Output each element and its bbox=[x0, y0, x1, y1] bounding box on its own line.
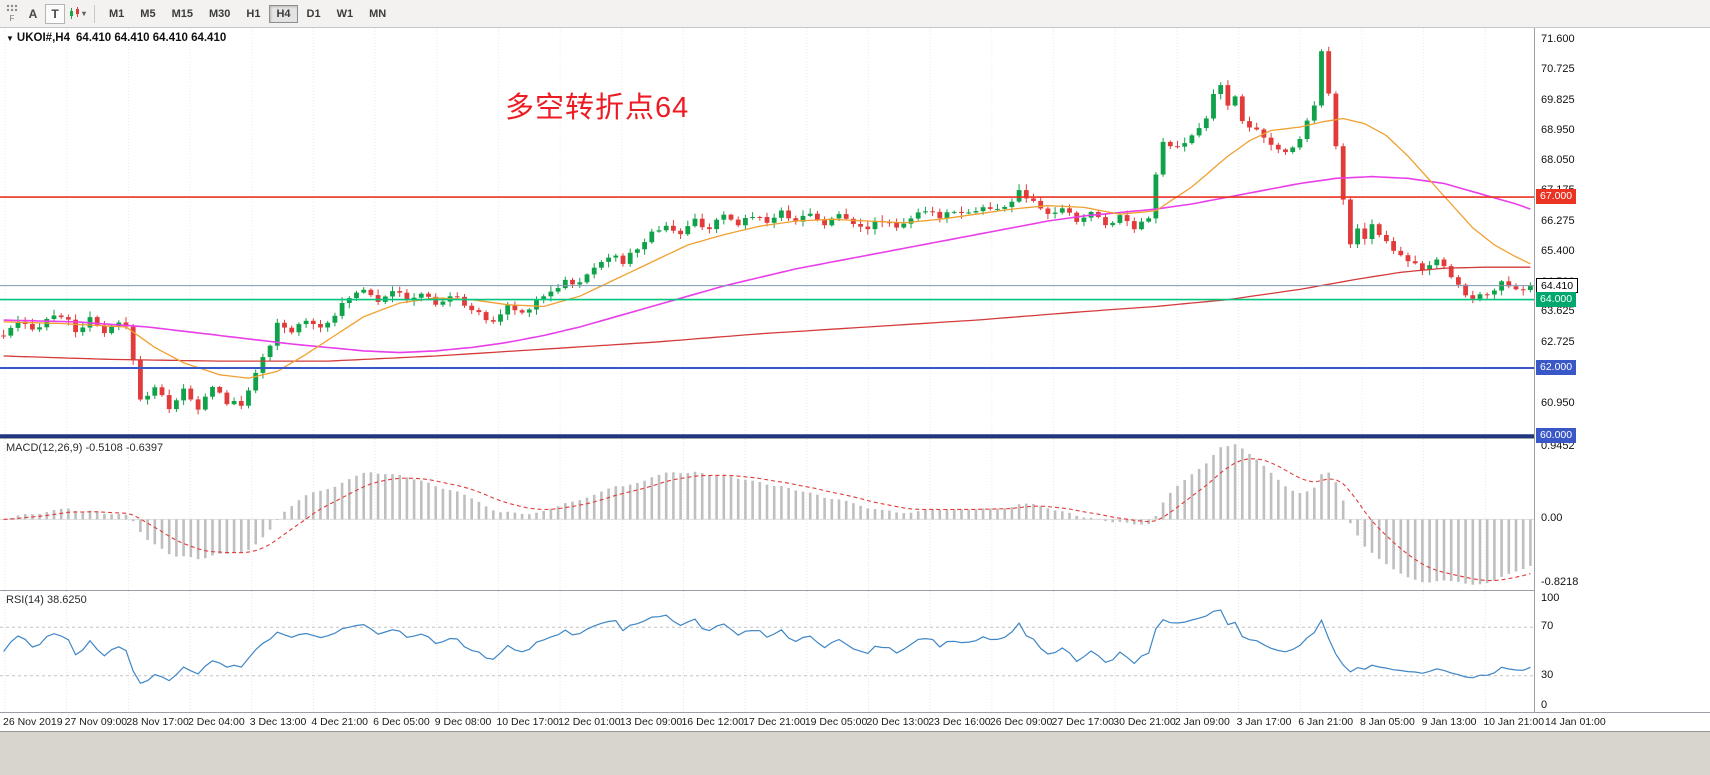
price-tick-label: 62.725 bbox=[1541, 336, 1575, 349]
time-axis-label: 16 Dec 12:00 bbox=[681, 716, 744, 728]
timeframe-m15-button[interactable]: M15 bbox=[165, 5, 200, 23]
window-corner: F bbox=[2, 4, 22, 23]
time-axis-label: 8 Jan 05:00 bbox=[1359, 716, 1415, 728]
indicators-dropdown-button[interactable]: ▾ bbox=[67, 4, 87, 24]
timeframe-m30-button[interactable]: M30 bbox=[202, 5, 237, 23]
macd-plot[interactable] bbox=[0, 439, 1710, 595]
time-axis-label: 9 Jan 13:00 bbox=[1421, 716, 1477, 728]
time-axis-label: 10 Dec 17:00 bbox=[496, 716, 559, 728]
candlestick-icon bbox=[70, 7, 79, 19]
timeframe-d1-button[interactable]: D1 bbox=[300, 5, 328, 23]
price-tick-label: 60.950 bbox=[1541, 396, 1575, 409]
rsi-indicator-label: RSI(14) 38.6250 bbox=[6, 594, 87, 606]
timeframe-w1-button[interactable]: W1 bbox=[330, 5, 361, 23]
timeframe-h1-button[interactable]: H1 bbox=[239, 5, 267, 23]
price-tag: 64.410 bbox=[1536, 277, 1579, 293]
macd-indicator-label: MACD(12,26,9) -0.5108 -0.6397 bbox=[6, 442, 164, 454]
macd-scale-label: 0.00 bbox=[1541, 512, 1563, 525]
time-axis-label: 28 Nov 17:00 bbox=[126, 716, 189, 728]
rsi-scale-label: 30 bbox=[1541, 668, 1554, 681]
rsi-scale-label: 100 bbox=[1541, 592, 1560, 604]
price-tick-label: 69.825 bbox=[1541, 93, 1575, 106]
time-axis-label: 23 Dec 16:00 bbox=[928, 716, 991, 728]
time-axis-label: 4 Dec 21:00 bbox=[311, 716, 369, 728]
timeframe-mn-button[interactable]: MN bbox=[362, 5, 393, 23]
timeframe-group: M1 M5 M15 M30 H1 H4 D1 W1 MN bbox=[101, 4, 394, 23]
price-tick-label: 70.725 bbox=[1541, 62, 1575, 75]
price-tick-label: 71.600 bbox=[1541, 33, 1575, 45]
text-tool-button[interactable]: T bbox=[45, 3, 65, 24]
time-axis-label: 26 Dec 09:00 bbox=[989, 716, 1053, 728]
price-tick-label: 65.400 bbox=[1541, 244, 1575, 257]
timeframe-m1-button[interactable]: M1 bbox=[102, 5, 131, 23]
price-tick-label: 68.950 bbox=[1541, 123, 1575, 136]
time-axis-label: 12 Dec 01:00 bbox=[558, 716, 621, 728]
price-tag: 60.000 bbox=[1536, 428, 1577, 444]
chart-toolbar: F A T ▾ M1 M5 M15 M30 H1 H4 D1 W1 MN bbox=[0, 0, 1710, 28]
rsi-scale-label: 70 bbox=[1541, 620, 1554, 633]
symbol-ohlc-label[interactable]: ▼ UKOI#,H4 64.410 64.410 64.410 64.410 bbox=[6, 32, 226, 44]
time-axis-label: 20 Dec 13:00 bbox=[866, 716, 929, 728]
chart-annotation-text: 多空转折点64 bbox=[505, 92, 690, 124]
time-axis-label: 27 Nov 09:00 bbox=[64, 716, 128, 728]
price-tag: 62.000 bbox=[1536, 360, 1577, 375]
time-axis-label: 30 Dec 21:00 bbox=[1113, 716, 1176, 728]
price-tick-label: 66.275 bbox=[1541, 214, 1575, 227]
rsi-panel[interactable]: RSI(14) 38.6250 bbox=[0, 590, 1710, 712]
time-axis-label: 9 Dec 08:00 bbox=[434, 716, 492, 728]
time-axis-label: 3 Dec 13:00 bbox=[249, 716, 307, 728]
corner-label: F bbox=[9, 14, 15, 23]
time-axis-label: 6 Dec 05:00 bbox=[373, 716, 430, 728]
time-axis-label: 26 Nov 2019 bbox=[3, 716, 63, 728]
window-bottom-area bbox=[0, 731, 1710, 775]
price-tag: 64.000 bbox=[1536, 291, 1577, 307]
time-axis[interactable]: 26 Nov 2019 27 Nov 09:00 28 Nov 17:00 2 Dec… bbox=[0, 712, 1710, 731]
timeframe-m5-button[interactable]: M5 bbox=[133, 5, 162, 23]
time-axis-label: 2 Jan 09:00 bbox=[1174, 716, 1230, 728]
timeframe-h4-button[interactable]: H4 bbox=[269, 4, 298, 23]
toolbar-separator bbox=[94, 4, 96, 23]
time-axis-label: 27 Dec 17:00 bbox=[1051, 716, 1115, 728]
arrow-tool-button[interactable]: A bbox=[23, 4, 43, 24]
chart-area: ▼ UKOI#,H4 64.410 64.410 64.410 64.410 多空转… bbox=[0, 28, 1710, 731]
ohlc-values: 64.410 64.410 64.410 64.410 bbox=[75, 32, 227, 44]
time-axis-label: 17 Dec 21:00 bbox=[743, 716, 806, 728]
candlestick-plot[interactable] bbox=[0, 28, 1710, 443]
time-axis-label: 10 Jan 21:00 bbox=[1483, 716, 1545, 728]
symbol-caret-icon: ▼ bbox=[6, 34, 14, 43]
time-axis-label: 6 Jan 21:00 bbox=[1298, 716, 1354, 728]
macd-scale-label: -0.8218 bbox=[1541, 576, 1579, 588]
apps-grid-icon[interactable] bbox=[6, 4, 18, 14]
rsi-scale-label: 0 bbox=[1541, 699, 1548, 711]
time-axis-label: 13 Dec 09:00 bbox=[619, 716, 683, 728]
time-axis-label: 3 Jan 17:00 bbox=[1236, 716, 1292, 728]
time-axis-label: 19 Dec 05:00 bbox=[804, 716, 868, 728]
price-tick-label: 68.050 bbox=[1541, 154, 1575, 167]
chevron-down-icon: ▾ bbox=[82, 9, 87, 18]
time-axis-label: 14 Jan 01:00 bbox=[1545, 716, 1606, 728]
rsi-plot[interactable] bbox=[0, 591, 1710, 717]
time-axis-label: 2 Dec 04:00 bbox=[188, 716, 245, 728]
price-tick-label: 63.625 bbox=[1541, 305, 1575, 318]
price-tag: 67.000 bbox=[1536, 189, 1577, 205]
symbol-name: UKOI#,H4 bbox=[16, 32, 70, 44]
macd-panel[interactable]: MACD(12,26,9) -0.5108 -0.6397 bbox=[0, 438, 1710, 590]
main-chart-panel[interactable]: ▼ UKOI#,H4 64.410 64.410 64.410 64.410 多空转… bbox=[0, 28, 1710, 439]
price-scale[interactable]: 71.60070.72569.82568.95068.05067.17566.2… bbox=[1534, 28, 1710, 712]
